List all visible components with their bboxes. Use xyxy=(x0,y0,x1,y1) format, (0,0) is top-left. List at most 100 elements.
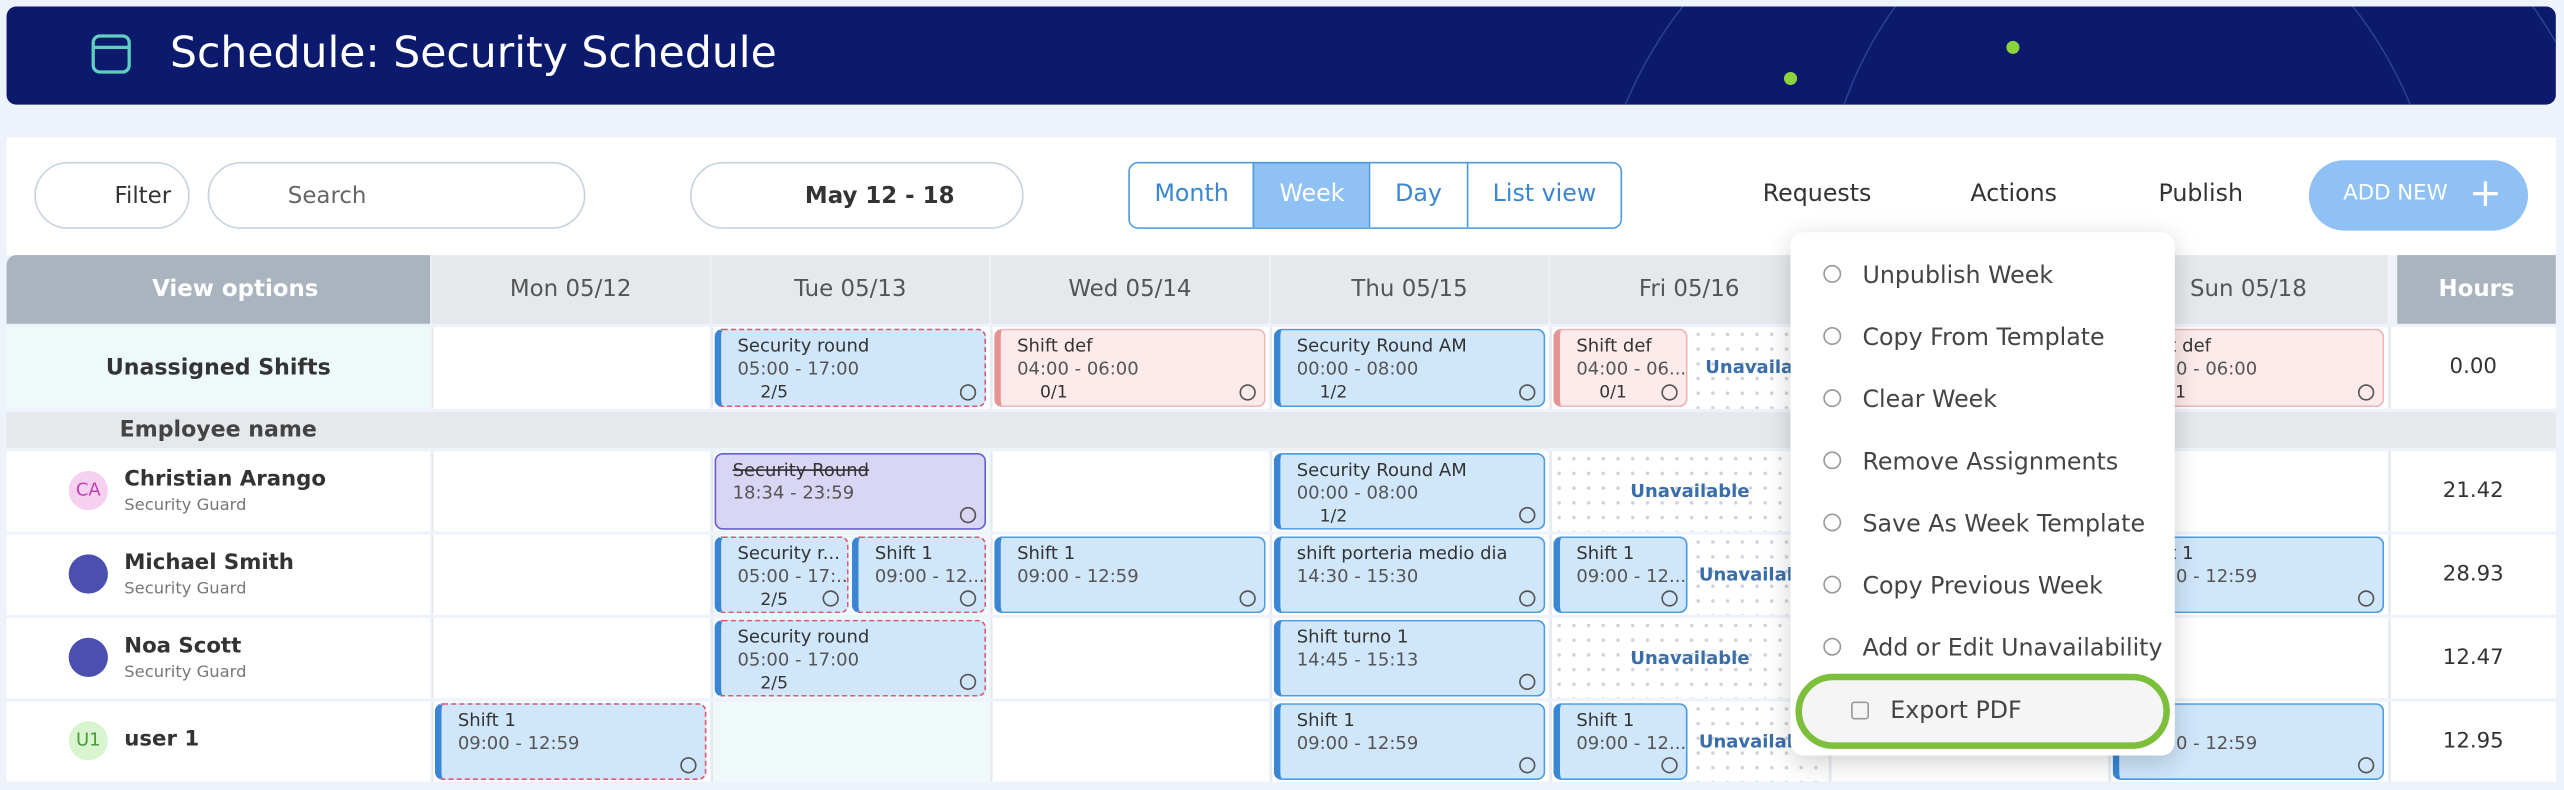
edit-icon xyxy=(2357,590,2375,607)
shift-card[interactable]: Security Round 18:34 - 23:59 xyxy=(714,452,987,530)
actions-button[interactable]: Actions xyxy=(1970,181,2058,208)
shift-title-row: Shift 1 xyxy=(458,710,705,733)
shift-card[interactable]: Shift 1 09:00 - 12... xyxy=(851,536,987,614)
employee-role: Security Guard xyxy=(124,580,247,599)
shift-time: 09:00 - 12... xyxy=(1576,565,1687,588)
shift-title: Shift def xyxy=(1017,335,1093,357)
day-cell xyxy=(431,618,710,699)
view-tab[interactable]: Week xyxy=(1253,163,1369,228)
menu-item[interactable]: Save As Week Template xyxy=(1791,499,2175,551)
shift-card[interactable]: Shift def 04:00 - 06... 0/1 xyxy=(1553,328,1688,408)
menu-icon xyxy=(1823,513,1842,532)
menu-item[interactable]: Unpublish Week xyxy=(1791,250,2175,302)
shift-title-row: Shift 1 xyxy=(875,543,985,566)
shift-card[interactable]: Security Round AM 00:00 - 08:00 1/2 xyxy=(1273,452,1546,530)
shift-card[interactable]: Security r... 05:00 - 17:... 2/5 xyxy=(714,536,849,614)
hours-cell: 21.42 xyxy=(2389,451,2556,532)
menu-item[interactable]: Add or Edit Unavailability xyxy=(1791,623,2175,675)
shift-time: 09:00 - 12:59 xyxy=(1296,732,1419,754)
day-cell xyxy=(711,701,990,782)
day-cell xyxy=(990,618,1269,699)
edit-icon xyxy=(1519,757,1536,774)
day-header: Thu 05/15 xyxy=(1270,255,1549,324)
unassigned-label: Unassigned Shifts xyxy=(6,327,431,409)
employee-name: user 1 xyxy=(124,727,200,753)
menu-label: Export PDF xyxy=(1890,698,2022,725)
menu-item[interactable]: Remove Assignments xyxy=(1791,437,2175,489)
day-header: Mon 05/12 xyxy=(431,255,710,324)
shift-time: 04:00 - 06... xyxy=(1576,358,1687,380)
menu-label: Add or Edit Unavailability xyxy=(1862,636,2163,663)
view-tab[interactable]: List view xyxy=(1466,163,1621,228)
date-range[interactable]: May 12 - 18 xyxy=(690,161,1024,229)
employee-cell: Michael Smith Security Guard xyxy=(6,534,431,615)
shift-title-row: Security round xyxy=(737,335,984,358)
shift-title: Shift 1 xyxy=(1576,542,1635,565)
edit-icon xyxy=(1661,757,1678,774)
hours-cell: 12.47 xyxy=(2389,618,2556,699)
menu-icon xyxy=(1823,575,1842,594)
menu-label: Copy Previous Week xyxy=(1862,573,2103,601)
menu-icon xyxy=(1823,327,1842,346)
publish-button[interactable]: Publish xyxy=(2158,181,2243,208)
shift-card[interactable]: Security round 05:00 - 17:00 2/5 xyxy=(714,619,987,697)
unavailable: Unavailable xyxy=(1551,451,1829,532)
menu-label: Unpublish Week xyxy=(1862,263,2054,290)
shift-title-row: Shift 1 xyxy=(1017,543,1264,566)
edit-icon xyxy=(1661,590,1678,607)
day-cell xyxy=(990,451,1269,532)
shift-title-row: Security round xyxy=(737,626,984,649)
view-options[interactable]: View options xyxy=(6,255,431,324)
menu-item[interactable]: Copy From Template xyxy=(1791,312,2175,364)
shift-time: 05:00 - 17:... xyxy=(737,565,849,588)
menu-label: Copy From Template xyxy=(1862,325,2105,352)
day-cell xyxy=(431,451,710,532)
employee-role: Security Guard xyxy=(124,663,247,682)
avatar xyxy=(68,554,108,594)
view-tab[interactable]: Day xyxy=(1368,163,1467,228)
group-label-text: Employee name xyxy=(119,416,317,444)
employee-name: Michael Smith xyxy=(124,551,294,576)
shift-card[interactable]: Security Round AM 00:00 - 08:00 1/2 xyxy=(1273,328,1546,408)
day-header: Fri 05/16 xyxy=(1550,255,1829,324)
add-new-button[interactable]: ADD NEW + xyxy=(2308,160,2529,231)
employee-cell: CA Christian Arango Security Guard xyxy=(6,451,431,532)
shift-title: Security round xyxy=(737,335,870,357)
day-header: Tue 05/13 xyxy=(711,255,990,324)
edit-icon xyxy=(1519,384,1536,401)
view-tab[interactable]: Month xyxy=(1129,163,1254,228)
shift-time: 09:00 - 12... xyxy=(874,565,985,588)
shift-count: 0/1 xyxy=(1039,382,1068,403)
shift-card[interactable]: Shift 1 09:00 - 12... xyxy=(1553,703,1688,780)
menu-item-highlighted[interactable]: Export PDF xyxy=(1795,673,2170,749)
search-input[interactable]: Search xyxy=(207,161,586,229)
shift-title: Security Round xyxy=(732,459,870,481)
day-cell xyxy=(431,327,710,409)
menu-item[interactable]: Copy Previous Week xyxy=(1791,561,2175,613)
shift-time: 14:30 - 15:30 xyxy=(1296,565,1419,588)
employee-name: Noa Scott xyxy=(124,634,242,659)
menu-item[interactable]: Clear Week xyxy=(1791,374,2175,426)
shift-card[interactable]: shift porteria medio dia 14:30 - 15:30 xyxy=(1273,536,1546,614)
shift-time: 09:00 - 12... xyxy=(1576,732,1687,754)
shift-card[interactable]: Shift turno 1 14:45 - 15:13 xyxy=(1273,619,1546,697)
shift-title: Shift 1 xyxy=(1296,709,1355,731)
filter-button[interactable]: Filter xyxy=(34,161,190,229)
requests-button[interactable]: Requests xyxy=(1762,181,1872,208)
shift-card[interactable]: Shift 1 09:00 - 12... xyxy=(1553,536,1688,614)
employee-cell: Noa Scott Security Guard xyxy=(6,618,431,699)
shift-title-row: Security Round AM xyxy=(1297,335,1544,358)
shift-title-row: Security Round AM xyxy=(1297,459,1544,482)
menu-icon xyxy=(1823,637,1842,656)
edit-icon xyxy=(2357,757,2375,774)
shift-time: 14:45 - 15:13 xyxy=(1296,649,1419,671)
shift-time: 05:00 - 17:00 xyxy=(737,649,860,671)
shift-title-row: Shift turno 1 xyxy=(1297,626,1544,649)
shift-card[interactable]: Security round 05:00 - 17:00 2/5 xyxy=(714,328,987,408)
edit-icon xyxy=(959,590,977,607)
unavailable: Unavailable xyxy=(1551,618,1829,699)
